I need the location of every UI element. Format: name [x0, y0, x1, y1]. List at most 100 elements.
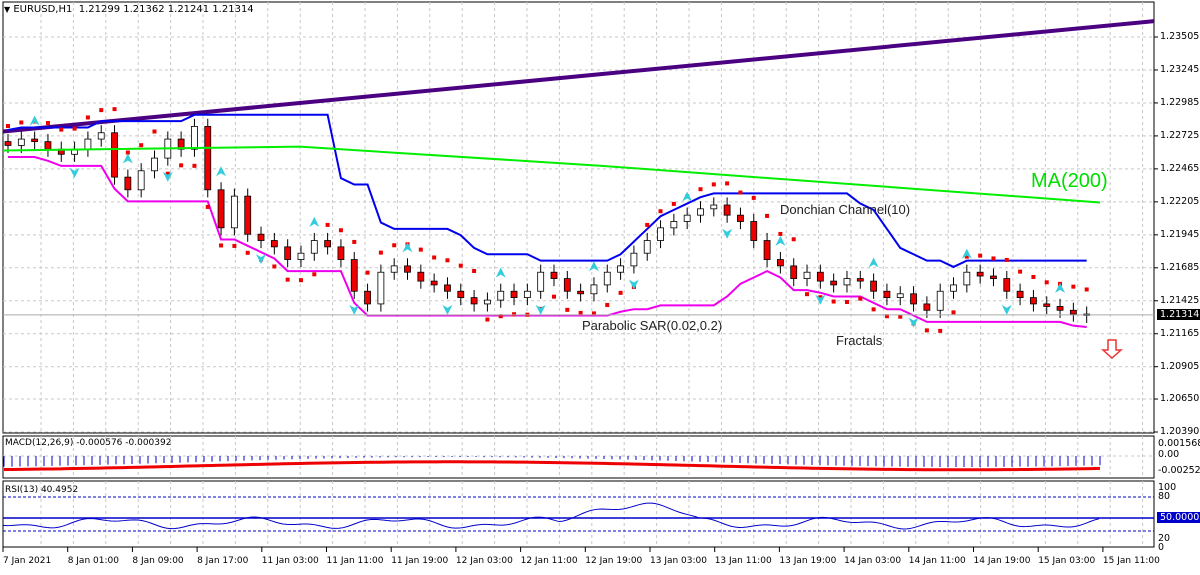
- candle-body: [337, 246, 345, 260]
- candle-body: [657, 227, 664, 241]
- candle-body: [683, 214, 691, 222]
- fractal-down-icon: [535, 304, 546, 315]
- fractal-down-icon: [349, 304, 360, 315]
- candle-body: [816, 271, 824, 282]
- macd-pane-frame: [2, 435, 1155, 479]
- candle-body: [430, 280, 438, 286]
- psar-dot: [884, 314, 889, 319]
- rsi-pane-frame: [2, 480, 1155, 548]
- candle-body: [710, 204, 718, 210]
- time-axis-label: 8 Jan 09:00: [132, 556, 184, 566]
- psar-dot: [1071, 284, 1076, 289]
- candle-body: [830, 280, 838, 286]
- fractal-down-icon: [442, 304, 453, 315]
- candle-body: [284, 246, 292, 260]
- psar-dot: [472, 268, 477, 273]
- donchian-annotation: Donchian Channel(10): [780, 202, 911, 217]
- candle-body: [737, 214, 744, 222]
- candle-body: [230, 195, 238, 229]
- candle-body: [617, 265, 624, 273]
- triangle-down-icon[interactable]: ▼: [4, 5, 11, 14]
- candle-body: [1043, 303, 1051, 307]
- price-axis-label: 1.20390: [1160, 426, 1200, 437]
- candle-body: [377, 271, 385, 305]
- psar-dot: [938, 328, 943, 333]
- candle-body: [417, 271, 425, 282]
- psar-dot: [1031, 274, 1036, 279]
- candle-body: [550, 271, 558, 279]
- rsi-axis-20: 20: [1158, 533, 1171, 544]
- candle-body: [137, 170, 145, 191]
- candle-body: [1069, 309, 1077, 315]
- candle-body: [1030, 297, 1037, 305]
- trendline: [2, 19, 1155, 134]
- psar-dot: [338, 228, 343, 233]
- candle-body: [776, 259, 784, 267]
- psar-dot: [298, 278, 303, 283]
- fractal-up-icon: [402, 242, 413, 253]
- time-axis-label: 11 Jan 11:00: [326, 556, 384, 566]
- donchian-lower-line: [8, 156, 1087, 328]
- candle-body: [324, 240, 332, 248]
- fractal-down-icon: [815, 294, 826, 305]
- candle-body: [17, 138, 25, 146]
- candle-body: [763, 240, 771, 260]
- candle-body: [883, 290, 891, 298]
- current-price-badge: 1.21314: [1157, 309, 1200, 320]
- fractal-up-icon: [495, 267, 506, 278]
- price-axis-label: 1.22465: [1160, 162, 1200, 174]
- candle-body: [151, 157, 158, 172]
- psar-dot: [45, 121, 50, 126]
- time-axis-label: 12 Jan 11:00: [520, 556, 578, 566]
- psar-dot: [698, 187, 703, 192]
- psar-dot: [152, 129, 157, 134]
- psar-dot: [6, 124, 10, 129]
- candle-body: [204, 125, 212, 191]
- psar-dot: [485, 317, 490, 322]
- psar-dot: [325, 222, 330, 227]
- candle-body: [364, 290, 371, 305]
- psar-dot: [72, 126, 77, 131]
- candle-body: [444, 284, 451, 292]
- rsi-axis-0: 0: [1158, 542, 1165, 553]
- psar-dot: [1044, 280, 1049, 285]
- candle-body: [244, 195, 252, 235]
- candle-body: [124, 176, 132, 191]
- time-axis-label: 14 Jan 03:00: [844, 556, 902, 566]
- donchian-upper-line: [7, 113, 1087, 269]
- price-axis-label: 1.21165: [1160, 327, 1200, 339]
- psar-dot: [179, 163, 184, 168]
- time-axis-label: 12 Jan 03:00: [455, 556, 513, 566]
- fractal-down-icon: [1001, 304, 1012, 315]
- time-axis-label: 11 Jan 03:00: [261, 556, 319, 566]
- candle-body: [670, 221, 678, 229]
- candle-body: [191, 125, 198, 150]
- psar-dot: [565, 307, 570, 312]
- candle-body: [111, 132, 118, 178]
- candle-body: [217, 189, 225, 229]
- candle-body: [603, 271, 611, 286]
- fractal-up-icon: [868, 257, 879, 268]
- candle-body: [31, 138, 39, 143]
- time-axis-label: 13 Jan 03:00: [650, 556, 707, 566]
- fractal-up-icon: [588, 261, 599, 272]
- psar-dot: [432, 255, 437, 260]
- candle-body: [523, 290, 531, 298]
- fractal-down-icon: [628, 279, 639, 290]
- candle-body: [976, 271, 984, 277]
- psar-dot: [272, 264, 277, 269]
- time-axis-label: 12 Jan 19:00: [585, 556, 643, 566]
- psar-dot: [418, 247, 423, 252]
- psar-dot: [365, 270, 370, 275]
- psar-dot: [898, 314, 903, 319]
- psar-dot: [858, 296, 863, 301]
- rsi-current-badge: 50.0000: [1157, 512, 1200, 523]
- psar-dot: [445, 258, 450, 263]
- ohlc-values: 1.21299 1.21362 1.21241 1.21314: [78, 4, 254, 15]
- psar-dot: [778, 231, 783, 236]
- psar-dot: [552, 294, 556, 299]
- rsi-axis-100: 100: [1158, 482, 1177, 493]
- candle-body: [1056, 306, 1064, 311]
- psar-dot: [765, 213, 770, 218]
